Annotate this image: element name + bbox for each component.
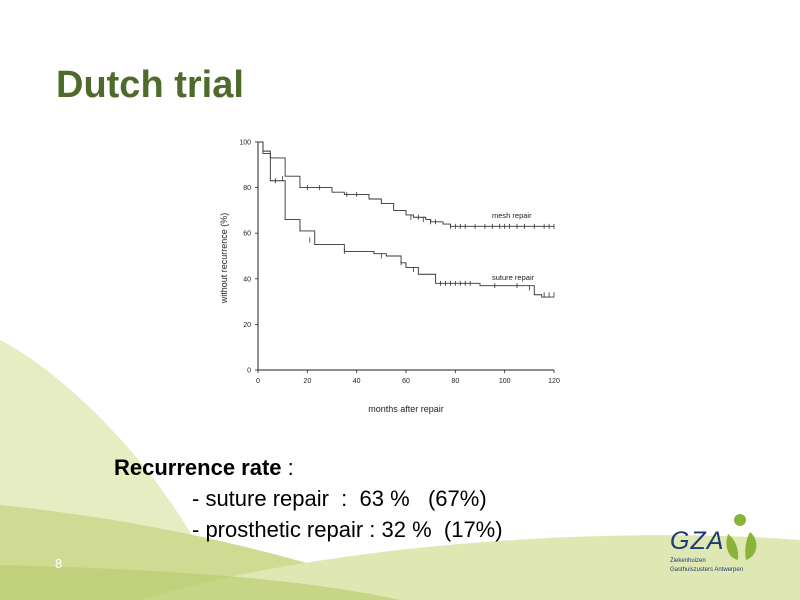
x-tick-label: 40 [353,378,361,385]
y-tick-label: 20 [243,322,251,329]
x-tick-label: 20 [303,378,311,385]
chart-series [258,141,555,298]
y-tick-label: 80 [243,185,251,192]
y-axis-label: without recurrence (%) [219,213,229,305]
step-line [258,141,554,298]
x-tick-label: 100 [499,378,511,385]
gza-logo-icon [726,514,757,560]
survival-chart: 0 20 40 60 80 100 120 0 20 40 60 80 100 without recu… [219,140,560,415]
slide-title: Dutch trial [56,64,244,106]
recurrence-colon: : [281,455,294,480]
series-suture-repair [258,141,555,298]
series-mesh-repair [258,141,555,229]
chart-axes: 0 20 40 60 80 100 120 0 20 40 60 80 100 [239,140,560,386]
y-tick-label: 0 [247,368,251,375]
y-tick-label: 60 [243,231,251,238]
logo-subtitle-1: Ziekenhuizen [670,558,706,564]
page-number: 8 [55,556,63,571]
series-label-suture-repair: suture repair [492,273,535,282]
x-tick-label: 80 [451,378,459,385]
y-tick-label: 40 [243,276,251,283]
recurrence-heading: Recurrence rate [114,455,282,480]
decor-wave-band [140,535,800,600]
x-tick-label: 60 [402,378,410,385]
x-tick-label: 0 [256,378,260,385]
logo-subtitle-2: Gasthuiszusters Antwerpen [670,567,744,573]
logo-name: GZA [670,527,725,555]
x-tick-label: 120 [548,378,560,385]
recurrence-heading-line: Recurrence rate : [114,452,503,483]
recurrence-block: Recurrence rate : - suture repair : 63 %… [114,452,503,545]
prosthetic-repair-rate: - prosthetic repair : 32 % (17%) [192,517,503,542]
series-label-mesh-repair: mesh repair [492,211,532,220]
decor-wave-strip [0,565,400,600]
suture-repair-rate: - suture repair : 63 % (67%) [192,486,487,511]
x-axis-label: months after repair [368,404,444,414]
y-tick-label: 100 [239,140,251,147]
